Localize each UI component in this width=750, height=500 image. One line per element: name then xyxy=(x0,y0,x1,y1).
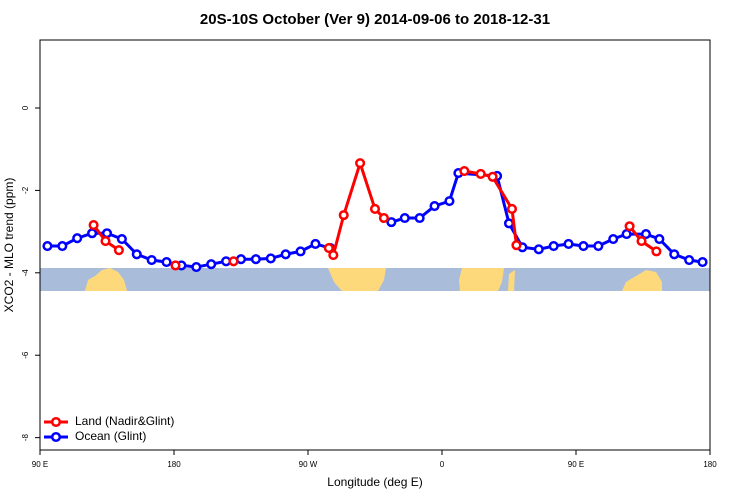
point xyxy=(563,238,574,250)
point xyxy=(206,259,217,270)
x-tick-label: 0 xyxy=(440,460,445,469)
chart-title: 20S-10S October (Ver 9) 2014-09-06 to 20… xyxy=(200,11,550,28)
point xyxy=(503,218,515,229)
point xyxy=(684,254,695,266)
plot-frame xyxy=(39,39,711,451)
point xyxy=(669,249,680,260)
point xyxy=(511,240,522,251)
point xyxy=(42,240,53,252)
point xyxy=(593,240,604,252)
point xyxy=(191,261,202,273)
point xyxy=(161,257,172,268)
point xyxy=(338,210,349,221)
point xyxy=(475,168,486,179)
point xyxy=(323,243,334,254)
point xyxy=(624,221,635,232)
legend-label: Land (Nadir&Glint) xyxy=(75,414,174,428)
x-tick-label: 90 E xyxy=(568,460,584,469)
point xyxy=(429,201,440,212)
legend-label: Ocean (Glint) xyxy=(75,429,146,443)
y-tick-label: -8 xyxy=(21,434,30,442)
point xyxy=(295,246,306,257)
x-tick-label: 90 W xyxy=(299,460,318,469)
point xyxy=(57,240,68,252)
point xyxy=(621,229,632,240)
point xyxy=(487,171,498,182)
point xyxy=(548,240,559,252)
land-patch xyxy=(622,270,662,291)
point xyxy=(506,203,518,214)
point xyxy=(654,233,665,245)
point xyxy=(399,212,410,224)
point xyxy=(72,233,83,244)
y-axis-label: XCO2 - MLO trend (ppm) xyxy=(2,178,16,313)
point xyxy=(578,240,589,252)
series-line xyxy=(47,171,703,269)
y-tick-label: -6 xyxy=(21,351,30,359)
land-patch xyxy=(85,268,127,291)
point xyxy=(131,249,142,260)
point xyxy=(113,245,124,256)
point xyxy=(414,212,425,224)
point xyxy=(459,165,470,177)
legend-marker xyxy=(50,416,62,428)
point xyxy=(280,249,291,260)
point xyxy=(651,246,662,257)
point xyxy=(355,158,366,169)
map-strip xyxy=(40,268,710,291)
point xyxy=(310,238,321,250)
point xyxy=(228,256,239,267)
y-tick-label: -2 xyxy=(21,186,30,194)
point xyxy=(533,244,544,255)
point xyxy=(640,229,652,240)
legend-marker xyxy=(50,431,62,443)
x-tick-label: 180 xyxy=(703,460,717,469)
point xyxy=(386,217,397,228)
point xyxy=(265,253,276,264)
x-tick-label: 180 xyxy=(167,460,181,469)
land-patch xyxy=(328,268,386,291)
point xyxy=(87,228,98,239)
point xyxy=(170,260,181,271)
point xyxy=(636,236,647,247)
y-tick-label: 0 xyxy=(21,105,30,110)
point xyxy=(116,233,127,245)
point xyxy=(608,233,619,245)
point xyxy=(100,236,111,247)
point xyxy=(697,257,708,268)
land-patch xyxy=(459,268,504,291)
x-tick-label: 90 E xyxy=(32,460,48,469)
point xyxy=(444,196,455,207)
point xyxy=(250,254,261,265)
point xyxy=(328,250,339,261)
land-patch xyxy=(508,270,515,291)
point xyxy=(378,212,389,224)
x-axis-label: Longitude (deg E) xyxy=(327,475,422,489)
y-tick-label: -4 xyxy=(21,269,30,277)
point xyxy=(146,254,157,266)
point xyxy=(88,219,99,231)
point xyxy=(369,203,381,214)
point xyxy=(101,228,113,239)
